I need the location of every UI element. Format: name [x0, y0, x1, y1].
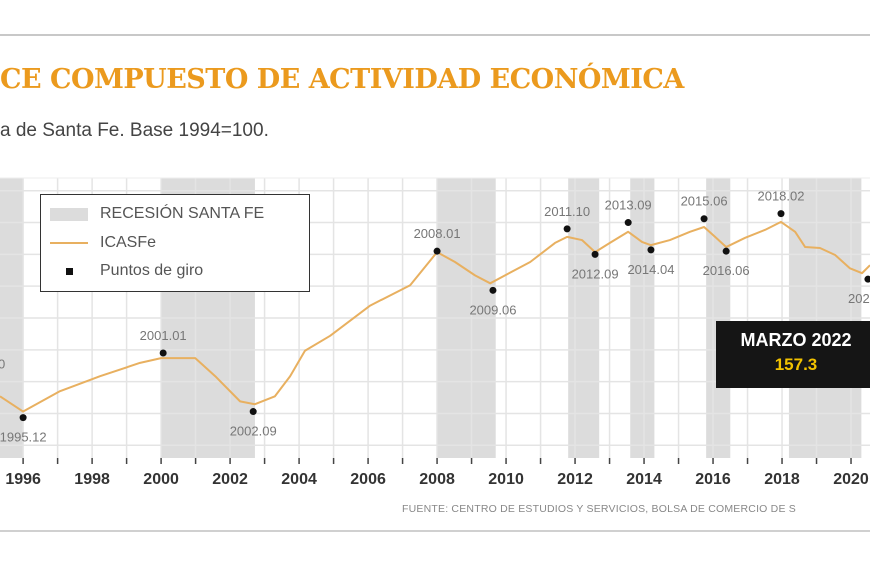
callout-label: MARZO 2022 [740, 330, 852, 350]
turning-point [19, 414, 27, 422]
x-tick-label: 2000 [143, 471, 179, 488]
x-tick-label: 2002 [212, 471, 248, 488]
turning-point [249, 408, 257, 416]
x-tick-label: 2016 [695, 471, 731, 488]
turning-point-label: 2008.01 [414, 226, 461, 241]
x-tick-label: 2004 [281, 471, 317, 488]
turning-point-label: 2016.06 [703, 263, 750, 278]
line-swatch-icon [50, 242, 88, 244]
x-tick-label: 2014 [626, 471, 662, 488]
turning-point-label: 2002.09 [230, 424, 277, 439]
legend: RECESIÓN SANTA FE ICASFe Puntos de giro [40, 194, 310, 292]
callout-value: 157.3 [774, 355, 818, 374]
x-tick-label: 2006 [350, 471, 386, 488]
source-note: FUENTE: CENTRO DE ESTUDIOS Y SERVICIOS, … [402, 503, 796, 515]
turning-point-label: 2020.0 [848, 291, 870, 306]
x-tick-label: 2020 [833, 471, 869, 488]
legend-label: Puntos de giro [100, 262, 204, 279]
turning-point-label: 2013.09 [605, 198, 652, 213]
turning-point-label: 2012.09 [572, 266, 619, 281]
turning-point [864, 275, 870, 283]
turning-point-label: 2014.04 [627, 262, 674, 277]
x-tick-label: 2012 [557, 471, 593, 488]
legend-item-recession: RECESIÓN SANTA FE [41, 202, 264, 226]
x-tick-label: 1996 [5, 471, 41, 488]
turning-point-label: 2015.06 [681, 194, 728, 209]
turning-point-label: 1994.10 [0, 357, 5, 372]
turning-point [777, 210, 785, 218]
turning-point-label: 2009.06 [469, 302, 516, 317]
legend-label: ICASFe [100, 234, 157, 251]
turning-point-label: 2001.01 [140, 328, 187, 343]
turning-point [700, 215, 708, 223]
legend-label: RECESIÓN SANTA FE [100, 205, 265, 222]
x-tick-label: 2008 [419, 471, 455, 488]
x-tick-label: 2018 [764, 471, 800, 488]
top-divider [0, 34, 870, 36]
chart-subtitle: a de Santa Fe. Base 1994=100. [0, 120, 269, 141]
turning-point [591, 250, 599, 258]
x-tick-label: 2010 [488, 471, 524, 488]
turning-point [647, 246, 655, 254]
turning-point-label: 1995.12 [0, 430, 47, 445]
recession-swatch-icon [50, 207, 88, 221]
turning-point [159, 349, 167, 357]
legend-item-points: Puntos de giro [41, 259, 203, 283]
turning-point [722, 247, 730, 255]
turning-point [489, 286, 497, 294]
bottom-divider [0, 530, 870, 532]
legend-item-icasfe: ICASFe [41, 231, 156, 255]
turning-point [624, 219, 632, 227]
turning-point [433, 247, 441, 255]
chart-title: CE COMPUESTO DE ACTIVIDAD ECONÓMICA [0, 64, 684, 95]
icasfe-line [0, 220, 870, 413]
point-swatch-icon [65, 267, 73, 275]
turning-point-label: 2011.10 [544, 204, 590, 219]
turning-point-label: 2018.02 [757, 189, 804, 204]
x-tick-label: 1998 [74, 471, 110, 488]
turning-point [563, 225, 571, 233]
latest-value-callout: MARZO 2022 157.3 [716, 321, 870, 388]
